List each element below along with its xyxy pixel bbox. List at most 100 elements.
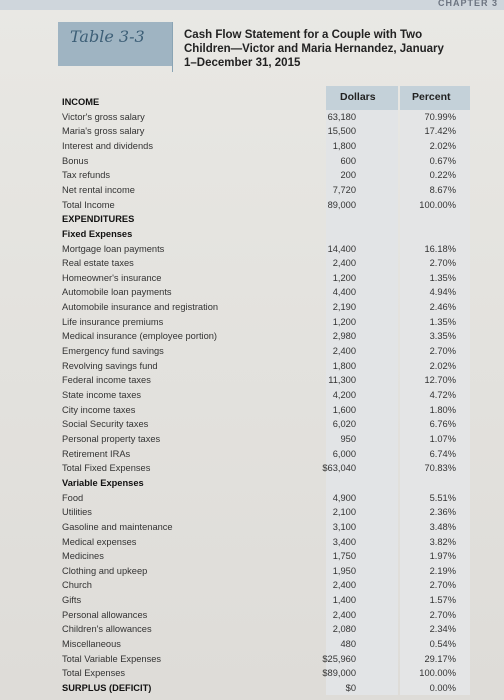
dollars-cell: 950 [340, 433, 356, 444]
row-label: Bonus [62, 155, 89, 166]
row-label: Gifts [62, 595, 82, 606]
dollars-cell: 2,190 [332, 302, 356, 313]
dollars-cell: 2,980 [332, 331, 356, 342]
dollars-cell: 2,100 [332, 507, 356, 518]
table-row: Revolving savings fund 1,800 2.02% [0, 361, 504, 375]
dollars-cell: 2,400 [332, 609, 356, 620]
dollars-cell: 2,400 [332, 346, 356, 357]
percent-cell: 2.70% [429, 580, 456, 591]
percent-cell: 1.35% [429, 272, 456, 283]
row-label: Automobile loan payments [62, 287, 172, 298]
percent-cell: 8.67% [429, 184, 456, 195]
dollars-cell: $25,960 [322, 653, 356, 664]
percent-cell: 1.07% [429, 433, 456, 444]
row-label: Victor's gross salary [62, 111, 145, 122]
row-label: Miscellaneous [62, 639, 121, 650]
percent-header-band [400, 86, 470, 110]
percent-cell: 0.54% [429, 639, 456, 650]
row-label: INCOME [62, 97, 100, 107]
dollars-column-header: Dollars [340, 91, 376, 103]
percent-cell: 2.02% [429, 140, 456, 151]
row-label: Medical insurance (employee portion) [62, 331, 218, 342]
caption-divider [172, 22, 173, 72]
percent-cell: 2.70% [429, 258, 456, 269]
table-row: EXPENDITURES [0, 214, 504, 228]
table-row: City income taxes 1,600 1.80% [0, 405, 504, 419]
row-label: Federal income taxes [62, 375, 151, 386]
dollars-cell: 1,200 [332, 272, 356, 283]
percent-cell: 1.35% [429, 316, 456, 327]
table-row: Net rental income 7,720 8.67% [0, 185, 504, 199]
table-row: Federal income taxes 11,300 12.70% [0, 375, 504, 389]
row-label: Homeowner's insurance [62, 272, 162, 283]
row-label: Maria's gross salary [62, 126, 145, 137]
percent-cell: 0.22% [429, 170, 456, 181]
dollars-cell: 1,750 [332, 551, 356, 562]
dollars-cell: 4,900 [332, 492, 356, 503]
table-row: Food 4,900 5.51% [0, 493, 504, 507]
row-label: Personal property taxes [62, 433, 161, 444]
row-label: Total Income [62, 199, 115, 210]
table-row: Children's allowances 2,080 2.34% [0, 624, 504, 638]
row-label: Variable Expenses [62, 477, 144, 488]
row-label: SURPLUS (DEFICIT) [62, 683, 152, 693]
table-row: Variable Expenses [0, 478, 504, 492]
table-row: Life insurance premiums 1,200 1.35% [0, 317, 504, 331]
dollars-cell: 3,400 [332, 536, 356, 547]
percent-cell: 4.72% [429, 390, 456, 400]
table-row: Social Security taxes 6,020 6.76% [0, 419, 504, 433]
running-head: CHAPTER 3 [437, 0, 498, 8]
row-label: Interest and dividends [62, 140, 153, 151]
table-row: Tax refunds 200 0.22% [0, 170, 504, 184]
dollars-cell: 6,000 [332, 448, 356, 459]
percent-cell: 5.51% [429, 492, 456, 503]
row-label: Food [62, 492, 84, 503]
row-label: Personal allowances [62, 609, 148, 620]
row-label: City income taxes [62, 404, 136, 415]
row-label: Total Fixed Expenses [62, 463, 151, 474]
percent-cell: 2.34% [429, 624, 456, 635]
percent-cell: 2.02% [429, 360, 456, 371]
table-row: Utilities 2,100 2.36% [0, 507, 504, 521]
table-row: Real estate taxes 2,400 2.70% [0, 258, 504, 272]
table-row: Maria's gross salary 15,500 17.42% [0, 126, 504, 140]
percent-cell: 16.18% [424, 243, 456, 254]
dollars-cell: 4,400 [332, 287, 356, 298]
table-row: State income taxes 4,200 4.72% [0, 390, 504, 404]
dollars-cell: 7,720 [332, 184, 356, 195]
table-row: Personal property taxes 950 1.07% [0, 434, 504, 448]
dollars-cell: 63,180 [327, 111, 356, 122]
table-row: Fixed Expenses [0, 229, 504, 243]
row-label: Clothing and upkeep [62, 565, 148, 576]
row-label: Gasoline and maintenance [62, 521, 173, 532]
percent-cell: 29.17% [424, 653, 456, 664]
row-label: Automobile insurance and registration [62, 302, 219, 313]
table-row: SURPLUS (DEFICIT) $0 0.00% [0, 683, 504, 697]
percent-cell: 100.00% [419, 199, 456, 210]
dollars-cell: 200 [340, 170, 356, 181]
table-row: Church 2,400 2.70% [0, 580, 504, 594]
table-row: Victor's gross salary 63,180 70.99% [0, 112, 504, 126]
percent-cell: 70.99% [424, 111, 456, 122]
row-label: Emergency fund savings [62, 346, 164, 357]
table-row: Interest and dividends 1,800 2.02% [0, 141, 504, 155]
row-label: Net rental income [62, 184, 135, 195]
dollars-cell: 1,200 [332, 316, 356, 327]
row-label: Total Variable Expenses [62, 653, 162, 664]
percent-column-header: Percent [412, 91, 451, 103]
table-number-tag: Table 3-3 [58, 22, 172, 66]
percent-cell: 100.00% [419, 668, 456, 679]
table-row: Personal allowances 2,400 2.70% [0, 610, 504, 624]
dollars-cell: 1,800 [332, 360, 356, 371]
dollars-cell: $0 [345, 683, 356, 693]
dollars-cell: 2,080 [332, 624, 356, 635]
percent-cell: 2.70% [429, 346, 456, 357]
percent-cell: 2.36% [429, 507, 456, 518]
percent-cell: 70.83% [424, 463, 456, 474]
table-row: Homeowner's insurance 1,200 1.35% [0, 273, 504, 287]
dollars-cell: 6,020 [332, 419, 356, 430]
percent-cell: 6.76% [429, 419, 456, 430]
table-caption: Cash Flow Statement for a Couple with Tw… [184, 29, 444, 69]
dollars-cell: 4,200 [332, 390, 356, 400]
